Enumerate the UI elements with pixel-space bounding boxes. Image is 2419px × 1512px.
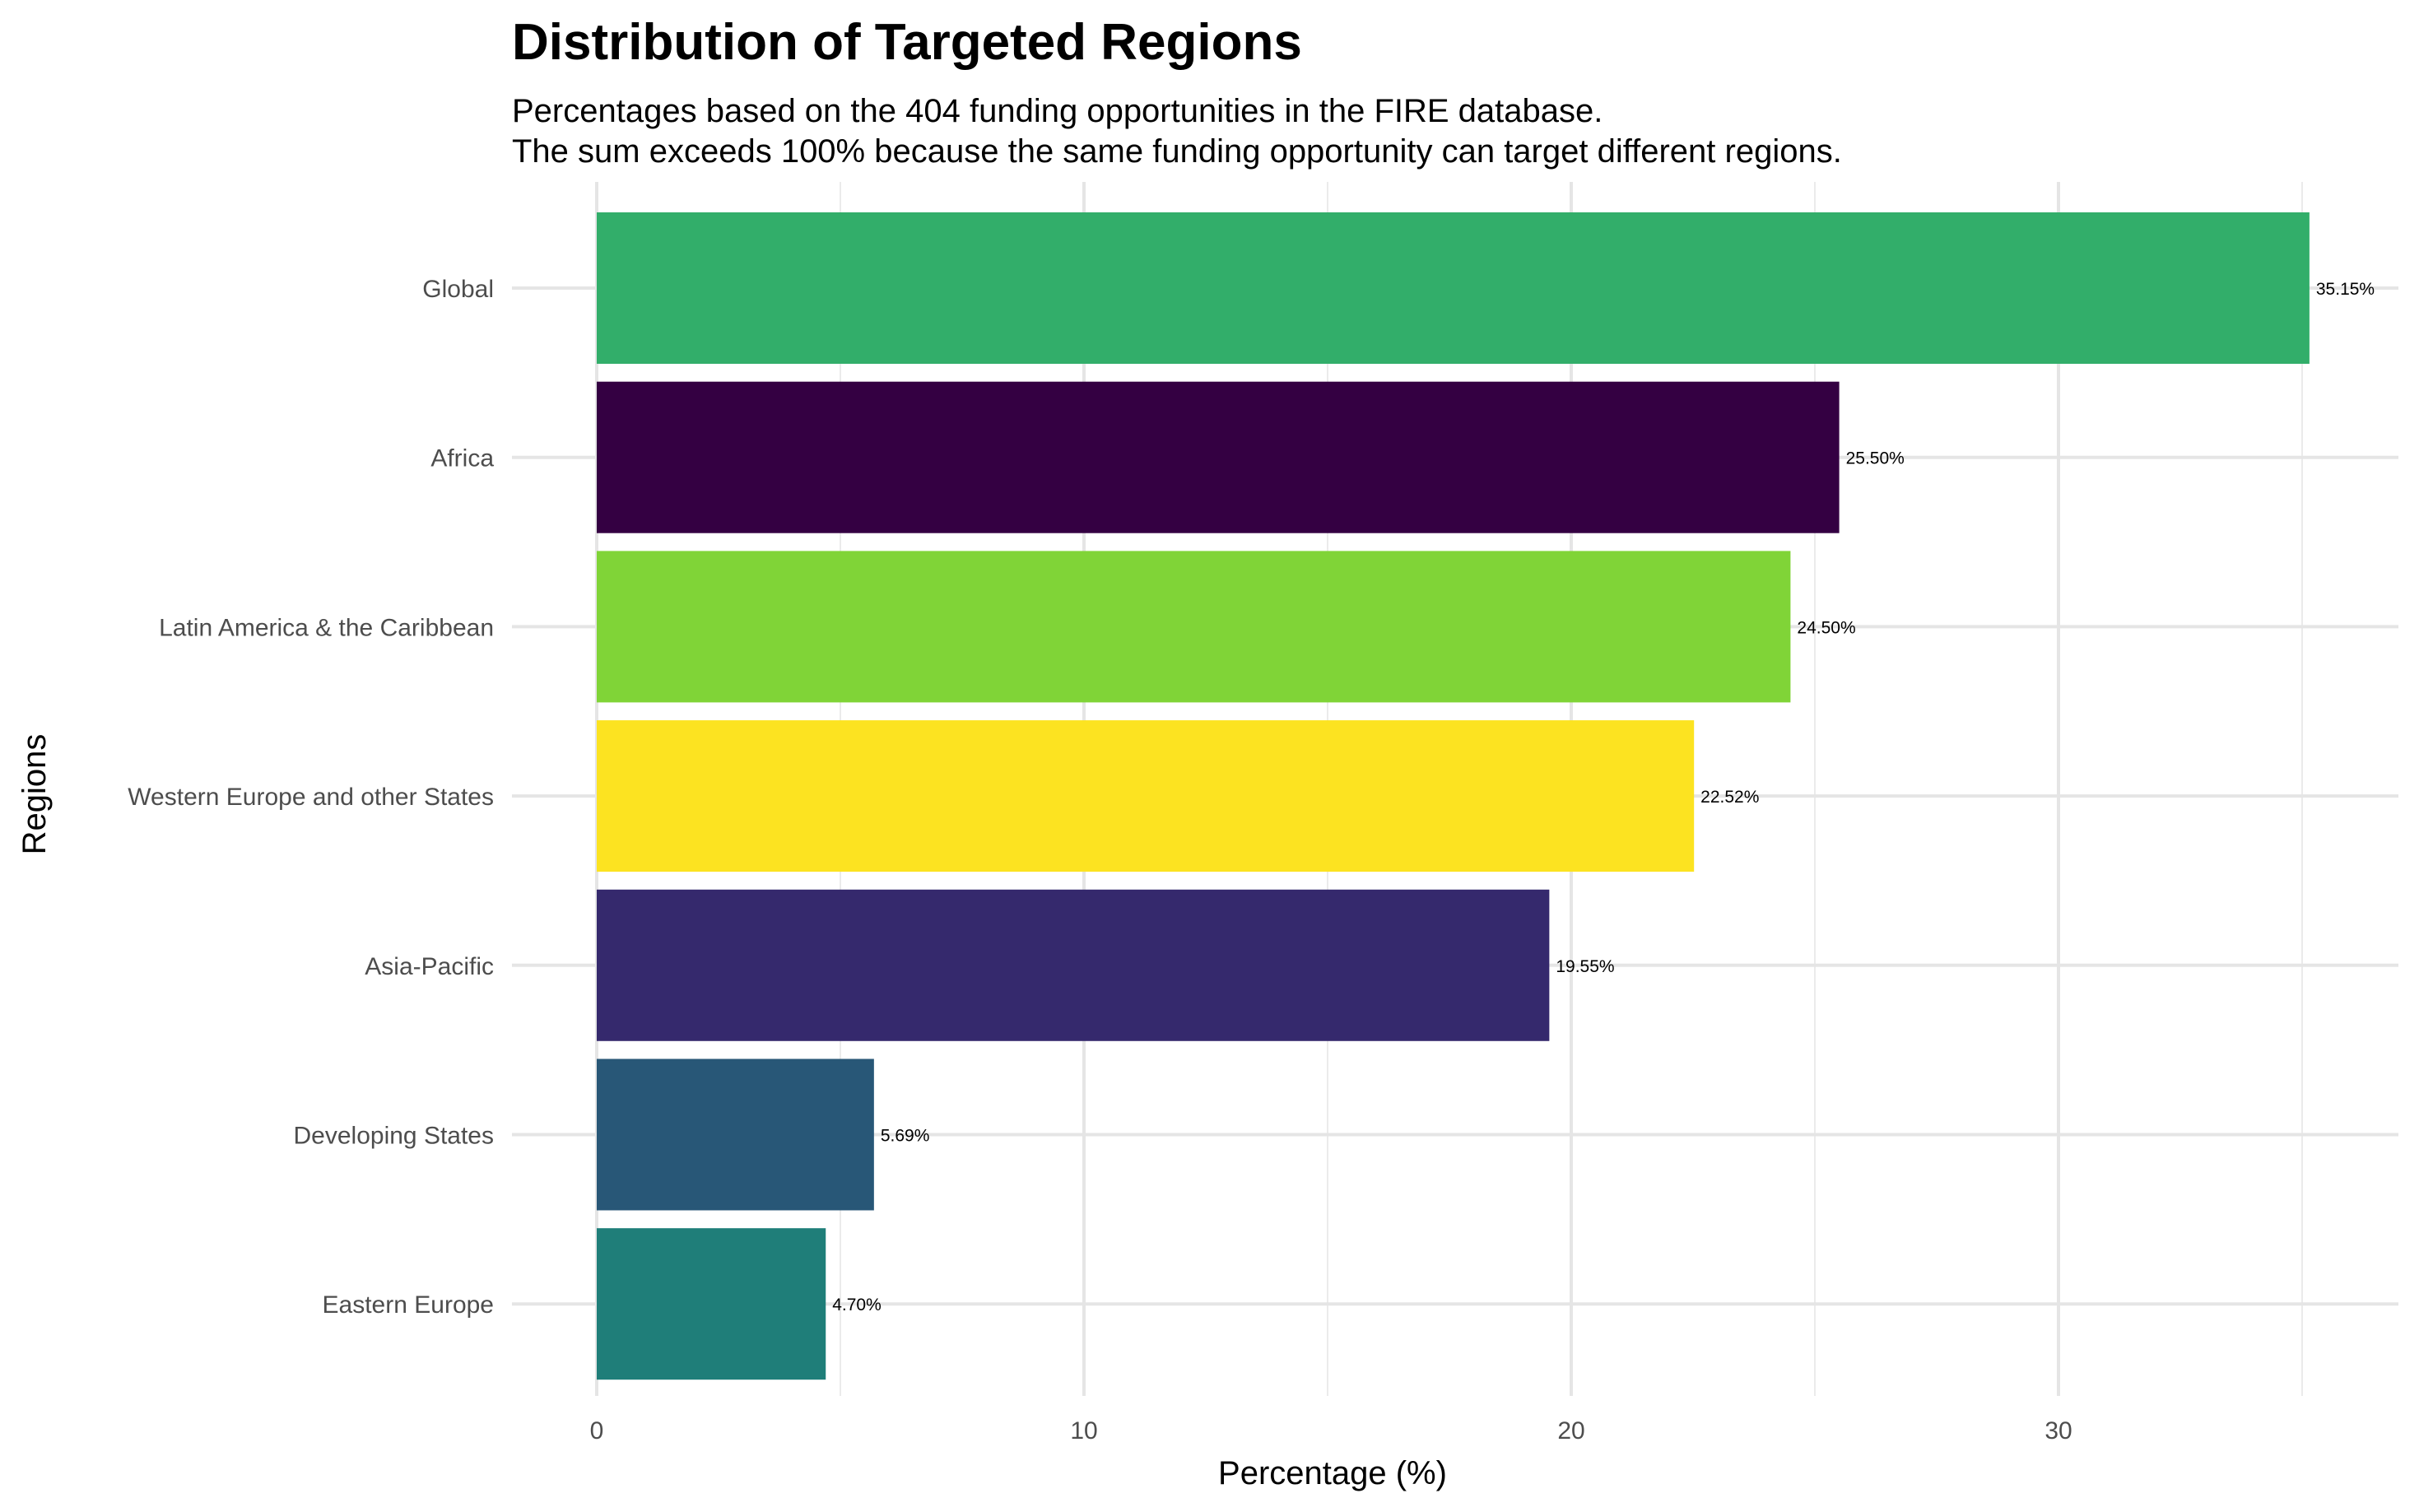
x-tick-label: 20	[1557, 1417, 1584, 1445]
bar-latin-america-the-caribbean	[597, 551, 1791, 703]
y-tick-label: Eastern Europe	[323, 1291, 494, 1319]
bars: 35.15% 25.50% 24.50% 22.52% 19.55% 5.69% 4.70%	[597, 212, 2375, 1380]
y-tick-label: Global	[422, 276, 494, 303]
chart-subtitle-line-2: The sum exceeds 100% because the same fu…	[512, 133, 1842, 170]
x-tick-label: 30	[2045, 1417, 2072, 1445]
data-label: 25.50%	[1846, 449, 1905, 468]
y-axis-ticks: Global Africa Latin America & the Caribbea…	[128, 276, 494, 1319]
data-label: 19.55%	[1556, 957, 1614, 976]
x-axis-title: Percentage (%)	[1218, 1455, 1447, 1491]
data-label: 22.52%	[1700, 788, 1759, 807]
bar-global	[597, 212, 2310, 364]
y-tick-label: Western Europe and other States	[128, 784, 494, 811]
bar-africa	[597, 381, 1840, 533]
data-label: 35.15%	[2316, 280, 2375, 299]
data-label: 4.70%	[832, 1296, 882, 1314]
y-tick-label: Latin America & the Caribbean	[159, 614, 494, 641]
bar-eastern-europe	[597, 1228, 826, 1380]
x-tick-label: 0	[590, 1417, 604, 1445]
data-label: 5.69%	[881, 1127, 930, 1146]
y-tick-label: Developing States	[294, 1123, 495, 1150]
bar-developing-states	[597, 1058, 874, 1211]
x-tick-label: 10	[1070, 1417, 1097, 1445]
x-axis-ticks: 0 10 20 30	[590, 1417, 2072, 1445]
chart-title: Distribution of Targeted Regions	[512, 14, 1302, 71]
data-label: 24.50%	[1797, 618, 1855, 637]
bar-western-europe-and-other-states	[597, 720, 1695, 872]
y-tick-label: Africa	[430, 445, 494, 472]
y-tick-label: Asia-Pacific	[365, 953, 494, 980]
chart-subtitle-line-1: Percentages based on the 404 funding opp…	[512, 93, 1603, 129]
y-axis-title: Regions	[16, 734, 53, 855]
bar-asia-pacific	[597, 889, 1550, 1041]
